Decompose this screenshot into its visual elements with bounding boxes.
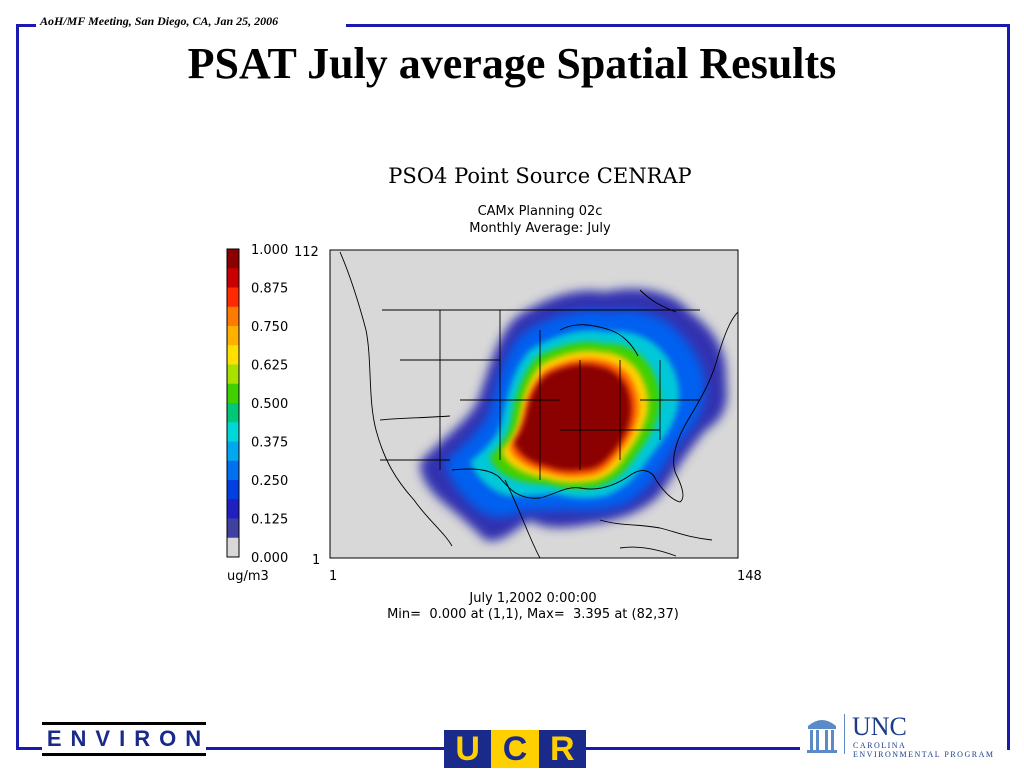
unc-logo: UNC CAROLINA ENVIRONMENTAL PROGRAM xyxy=(800,710,1006,760)
ucr-logo-r: R xyxy=(538,730,586,768)
frame-bottom-left xyxy=(16,747,42,750)
colorbar-segment xyxy=(227,383,239,404)
colorbar-segment xyxy=(227,518,239,539)
axis-y-bottom: 1 xyxy=(312,553,320,568)
frame-top-right xyxy=(346,24,1010,27)
colorbar-tick-label: 1.000 xyxy=(251,243,288,258)
figure-title: PSO4 Point Source CENRAP xyxy=(388,164,692,188)
concentration-map-figure: 1.000 0.875 0.750 0.625 0.500 0.375 0.250 0.125… xyxy=(226,243,762,622)
frame-left xyxy=(16,24,19,750)
colorbar-segment xyxy=(227,345,239,365)
colorbar xyxy=(227,249,239,558)
frame-top-left xyxy=(16,24,36,27)
colorbar-segment xyxy=(227,480,239,500)
plume-core xyxy=(514,364,632,471)
frame-right xyxy=(1007,24,1010,750)
figure-subtitle-1: CAMx Planning 02c xyxy=(477,204,603,219)
colorbar-segment xyxy=(227,460,239,481)
colorbar-tick-label: 0.750 xyxy=(251,320,288,335)
colorbar-outline xyxy=(226,248,240,558)
figure-subtitle-2: Monthly Average: July xyxy=(469,221,611,236)
axis-x-left: 1 xyxy=(329,569,337,584)
map-plot xyxy=(330,250,738,558)
unc-logo-line1: CAROLINA xyxy=(853,741,907,750)
figure-timestamp: July 1,2002 0:00:00 xyxy=(468,591,596,606)
frame-bottom-mid1 xyxy=(206,747,444,750)
colorbar-tick-label: 0.250 xyxy=(251,474,288,489)
figure-minmax: Min= 0.000 at (1,1), Max= 3.395 at (82,3… xyxy=(387,607,679,622)
colorbar-tick-label: 0.625 xyxy=(251,359,288,374)
colorbar-segment xyxy=(227,249,239,269)
environ-logo-text: ENVIRON xyxy=(46,726,211,751)
axis-y-top: 112 xyxy=(294,245,319,260)
unc-divider xyxy=(844,714,845,754)
ucr-logo: U C R xyxy=(444,730,586,768)
colorbar-labels: 1.000 0.875 0.750 0.625 0.500 0.375 0.250 0.125… xyxy=(251,243,288,566)
colorbar-segment xyxy=(227,287,239,308)
colorbar-segment xyxy=(227,326,239,346)
colorbar-segment xyxy=(227,306,239,327)
colorbar-segment xyxy=(227,268,239,288)
meeting-header: AoH/MF Meeting, San Diego, CA, Jan 25, 2… xyxy=(36,14,283,29)
colorbar-tick-label: 0.125 xyxy=(251,513,288,528)
unc-logo-line2: ENVIRONMENTAL PROGRAM xyxy=(853,750,995,759)
map-outlines xyxy=(339,251,738,558)
colorbar-segment xyxy=(227,364,239,385)
colorbar-segment xyxy=(227,403,239,423)
colorbar-tick-label: 0.500 xyxy=(251,397,288,412)
colorbar-segment xyxy=(227,537,239,558)
colorbar-tick-label: 0.875 xyxy=(251,282,288,297)
colorbar-tick-label: 0.000 xyxy=(251,551,288,566)
axis-x-right: 148 xyxy=(737,569,762,584)
slide-title: PSAT July average Spatial Results xyxy=(187,39,837,88)
colorbar-segment xyxy=(227,499,239,519)
colorbar-segment xyxy=(227,422,239,442)
frame-bottom-mid2 xyxy=(586,747,800,750)
map-frame xyxy=(329,249,739,559)
colorbar-unit: ug/m3 xyxy=(227,569,269,584)
ucr-logo-u: U xyxy=(444,730,492,768)
ucr-logo-c: C xyxy=(491,730,539,768)
environ-logo: ENVIRON xyxy=(42,722,206,756)
old-well-icon xyxy=(807,720,837,753)
colorbar-tick-label: 0.375 xyxy=(251,436,288,451)
unc-logo-text: UNC xyxy=(852,712,907,741)
colorbar-segment xyxy=(227,441,239,462)
